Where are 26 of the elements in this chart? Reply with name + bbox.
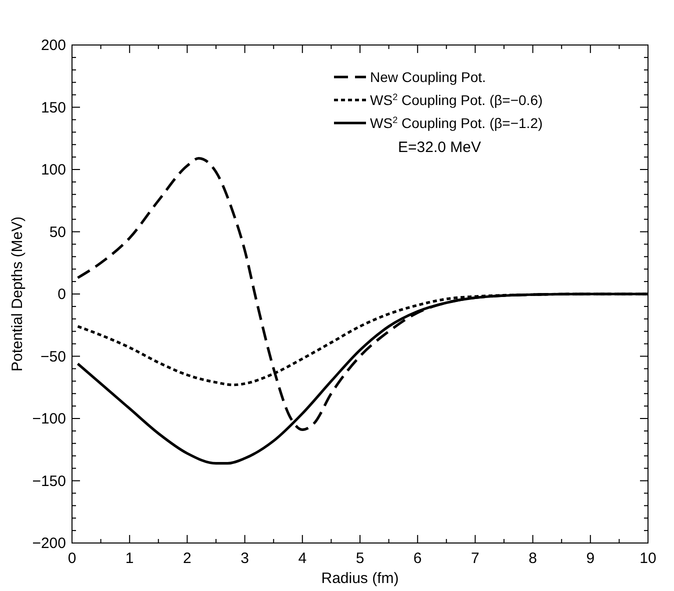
x-tick-label: 8 xyxy=(528,550,537,567)
y-tick-label: −150 xyxy=(32,472,66,490)
y-tick-label: 100 xyxy=(40,162,66,178)
x-tick-label: 9 xyxy=(586,550,595,567)
x-tick-label: 6 xyxy=(413,550,422,567)
x-tick-label: 4 xyxy=(298,550,307,567)
y-tick-label: 50 xyxy=(49,224,66,241)
y-axis-title: Potential Depths (MeV) xyxy=(9,216,26,372)
y-tick-label: −100 xyxy=(32,410,66,428)
y-tick-label: −200 xyxy=(32,535,66,552)
x-tick-label: 10 xyxy=(640,550,656,567)
y-tick-label: 0 xyxy=(58,286,66,303)
x-tick-label: 0 xyxy=(68,550,76,567)
x-axis-title: Radius (fm) xyxy=(321,570,399,587)
x-tick-label: 3 xyxy=(240,550,249,567)
y-tick-label: −50 xyxy=(40,348,66,366)
x-tick-label: 7 xyxy=(471,550,480,567)
x-tick-label: 1 xyxy=(125,550,134,567)
legend-label: WS$^{2}$ Coupling Pot. (β=−1.2) xyxy=(370,115,543,131)
y-tick-label: 150 xyxy=(40,99,66,116)
annotation: E=32.0 MeV xyxy=(398,139,481,156)
legend-label: New Coupling Pot. xyxy=(370,69,486,85)
legend-label: WS$^{2}$ Coupling Pot. (β=−0.6) xyxy=(370,92,543,108)
x-tick-label: 2 xyxy=(183,550,192,567)
y-tick-label: 200 xyxy=(40,37,66,54)
x-tick-label: 5 xyxy=(356,550,364,567)
